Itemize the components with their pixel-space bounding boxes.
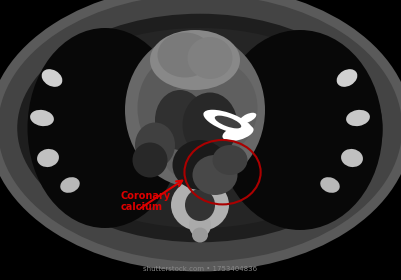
Ellipse shape — [320, 177, 340, 193]
Ellipse shape — [185, 189, 215, 221]
Ellipse shape — [28, 28, 182, 228]
Ellipse shape — [158, 32, 213, 78]
Ellipse shape — [30, 28, 370, 228]
Ellipse shape — [30, 110, 54, 126]
Ellipse shape — [160, 113, 240, 183]
Ellipse shape — [125, 32, 265, 188]
Ellipse shape — [346, 110, 370, 126]
Ellipse shape — [60, 177, 80, 193]
Ellipse shape — [240, 113, 256, 123]
Ellipse shape — [150, 30, 240, 90]
Ellipse shape — [182, 92, 237, 158]
Ellipse shape — [192, 227, 208, 242]
Ellipse shape — [8, 4, 393, 252]
Ellipse shape — [215, 116, 241, 129]
Ellipse shape — [132, 143, 168, 178]
Ellipse shape — [203, 110, 253, 134]
Ellipse shape — [171, 179, 229, 231]
Ellipse shape — [341, 149, 363, 167]
Ellipse shape — [172, 60, 257, 155]
Ellipse shape — [217, 30, 383, 230]
Ellipse shape — [42, 69, 62, 87]
Ellipse shape — [138, 58, 213, 158]
Ellipse shape — [135, 123, 175, 167]
Text: Coronary
calcium: Coronary calcium — [120, 191, 170, 213]
Ellipse shape — [223, 125, 253, 141]
Ellipse shape — [155, 90, 205, 150]
Ellipse shape — [337, 69, 357, 87]
Ellipse shape — [213, 145, 247, 175]
Ellipse shape — [15, 11, 385, 245]
Ellipse shape — [172, 140, 227, 190]
Ellipse shape — [188, 37, 233, 79]
Ellipse shape — [189, 213, 211, 237]
Text: shutterstock.com • 1753404836: shutterstock.com • 1753404836 — [144, 266, 257, 272]
Ellipse shape — [37, 149, 59, 167]
Ellipse shape — [192, 155, 237, 195]
